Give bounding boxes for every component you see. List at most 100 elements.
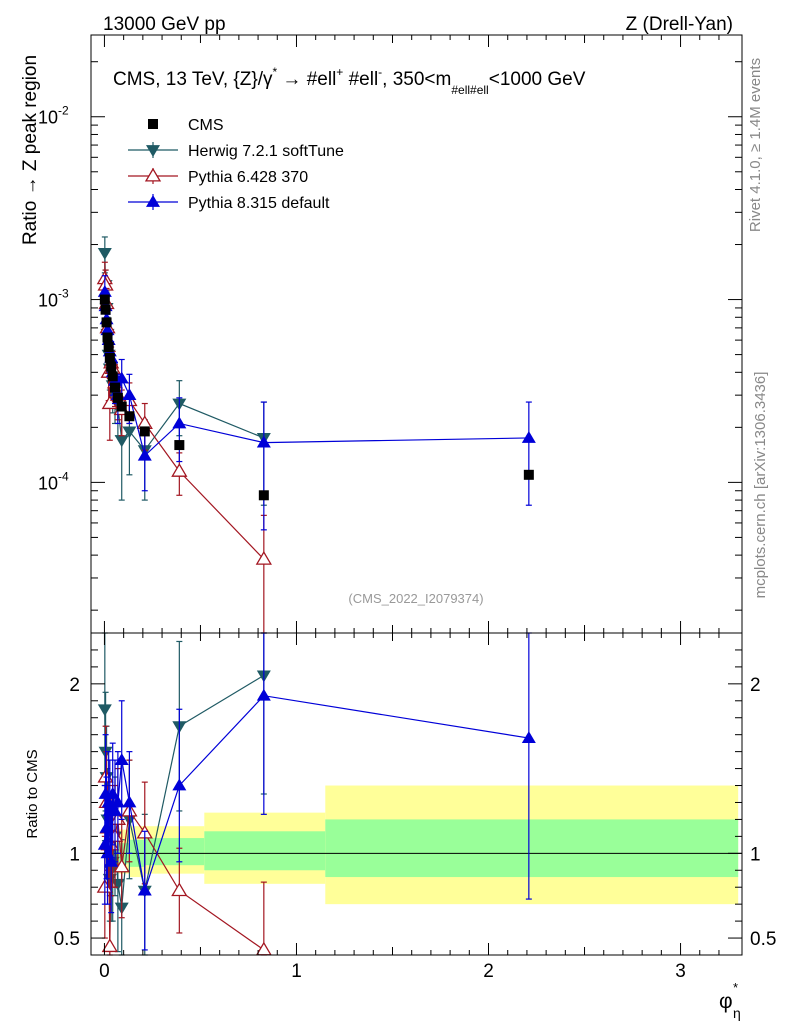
data-point <box>104 854 119 867</box>
data-point <box>107 371 118 382</box>
data-point <box>100 304 111 315</box>
data-point <box>112 392 123 403</box>
x-tick-label: 3 <box>675 961 686 982</box>
ratio-y-tick-label-right: 1 <box>750 844 761 865</box>
data-point <box>122 795 137 808</box>
x-tick-label: 0 <box>99 961 110 982</box>
data-point <box>122 426 137 439</box>
y-tick-label: 10-4 <box>38 469 69 493</box>
data-point <box>256 435 271 448</box>
data-point <box>103 342 114 353</box>
data-point <box>106 361 117 372</box>
data-point <box>171 882 188 897</box>
data-point <box>258 490 269 501</box>
legend-marker <box>144 167 162 182</box>
series-cms <box>99 294 534 501</box>
data-point <box>137 448 152 461</box>
data-point <box>116 401 127 412</box>
legend-item-pythia-6-428-370: Pythia 6.428 370 <box>128 167 308 186</box>
ratio-frame <box>90 632 743 956</box>
x-label-sup: * <box>733 980 738 995</box>
legend-label: Herwig 7.2.1 softTune <box>188 143 344 160</box>
data-point <box>521 731 536 743</box>
ratio-y-axis-label: Ratio to CMS <box>24 749 41 838</box>
legend-marker <box>146 145 160 157</box>
data-point <box>124 411 135 422</box>
main-plot-area <box>96 236 536 634</box>
legend-item-pythia-8-315-default: Pythia 8.315 default <box>128 194 330 212</box>
main-y-tick-labels: 10-4 10-3 10-2 <box>38 104 69 494</box>
header-energy-label: 13000 GeV pp <box>103 14 226 35</box>
data-point <box>104 352 115 363</box>
main-panel: 10-4 10-3 10-2 CMS, 13 TeV, {Z}/γ* → #ell+… <box>38 34 743 634</box>
x-tick-label: 1 <box>291 961 302 982</box>
data-point <box>172 778 187 791</box>
data-point <box>114 753 129 766</box>
data-point <box>108 803 123 816</box>
band-inner <box>325 819 739 878</box>
data-point <box>97 704 112 717</box>
data-point <box>255 550 272 565</box>
main-y-axis-label: Ratio → Z peak region <box>20 55 41 245</box>
ratio-plot-area <box>96 632 536 956</box>
rivet-version-label: Rivet 4.1.0, ≥ 1.4M events <box>747 58 764 232</box>
uncertainty-bands <box>91 785 742 905</box>
data-point <box>100 323 115 336</box>
y-tick-label: 10-3 <box>38 287 69 311</box>
data-point <box>105 787 120 799</box>
x-tick-label: 2 <box>483 961 494 982</box>
series-herwig-7-2-1-softtune <box>97 236 271 506</box>
analysis-watermark: (CMS_2022_I2079374) <box>348 591 483 606</box>
x-label-base: φ <box>719 990 733 1013</box>
data-point <box>101 938 118 953</box>
main-axis-ticks <box>91 35 742 633</box>
legend-marker <box>148 119 158 129</box>
series-line-pythia-8-315-default <box>104 291 529 457</box>
ratio-y-tick-label: 1 <box>69 844 80 865</box>
legend-marker <box>146 195 160 207</box>
series-herwig-7-2-1-softtune <box>97 632 271 956</box>
data-point <box>101 317 112 328</box>
data-point <box>521 430 536 443</box>
data-point <box>97 247 112 260</box>
series-pythia-8-315-default <box>97 275 536 531</box>
ratio-panel: 0.5 0.5 1 1 2 2 0 1 2 3 <box>54 632 777 982</box>
plot-title: CMS, 13 TeV, {Z}/γ* → #ell+ #ell-, 350<m… <box>113 65 586 97</box>
data-point <box>102 332 113 343</box>
x-label-sub: η <box>733 1005 741 1021</box>
header-process-label: Z (Drell-Yan) <box>626 14 733 35</box>
data-point <box>255 941 272 956</box>
data-point <box>114 435 129 448</box>
data-point <box>122 388 137 401</box>
data-point <box>113 858 130 873</box>
ratio-y-tick-label-right: 0.5 <box>750 929 776 950</box>
y-tick-label: 10-2 <box>38 104 69 128</box>
legend-label: Pythia 6.428 370 <box>188 169 308 186</box>
legend-item-herwig-7-2-1-softtune: Herwig 7.2.1 softTune <box>128 142 344 160</box>
data-point <box>139 426 150 437</box>
legend-label: Pythia 8.315 default <box>188 195 330 212</box>
data-point <box>114 371 129 384</box>
data-point <box>110 382 121 393</box>
band-inner <box>204 831 326 871</box>
legend-label: CMS <box>188 117 224 134</box>
legend: CMS Herwig 7.2.1 softTune Pythia 6.428 370… <box>128 117 344 212</box>
ratio-y-tick-label: 0.5 <box>54 929 80 950</box>
series-pythia-8-315-default <box>97 632 536 951</box>
data-point <box>256 688 271 701</box>
data-point <box>174 440 185 451</box>
mcplots-source-label: mcplots.cern.ch [arXiv:1306.3436] <box>752 372 769 599</box>
data-point <box>137 883 152 896</box>
x-axis-label: φ* η <box>719 980 741 1021</box>
ratio-axis-ticks <box>91 633 742 955</box>
data-point <box>523 469 534 480</box>
legend-item-cms: CMS <box>148 117 224 134</box>
data-point <box>171 462 188 477</box>
ratio-y-tick-label: 2 <box>69 675 80 696</box>
plot-title-text: CMS, 13 TeV, {Z}/γ* → #ell+ #ell-, 350<m… <box>113 65 586 97</box>
data-point <box>172 416 187 429</box>
ratio-y-tick-label-right: 2 <box>750 675 761 696</box>
band-inner <box>144 838 205 866</box>
ratio-tick-labels: 0.5 0.5 1 1 2 2 0 1 2 3 <box>54 675 777 982</box>
